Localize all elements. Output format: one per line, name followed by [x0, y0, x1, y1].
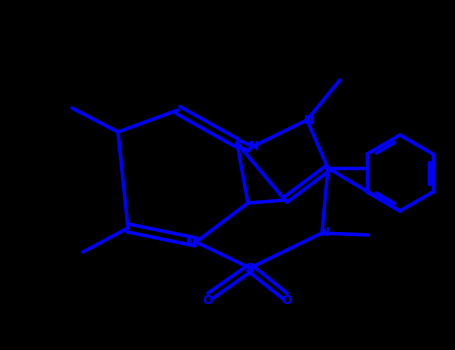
Text: N: N: [304, 113, 314, 126]
Text: O: O: [282, 294, 292, 308]
Text: N: N: [186, 236, 196, 248]
Text: S: S: [246, 261, 254, 274]
Text: O: O: [202, 294, 213, 308]
Text: N: N: [320, 226, 330, 239]
Text: N: N: [249, 140, 259, 153]
